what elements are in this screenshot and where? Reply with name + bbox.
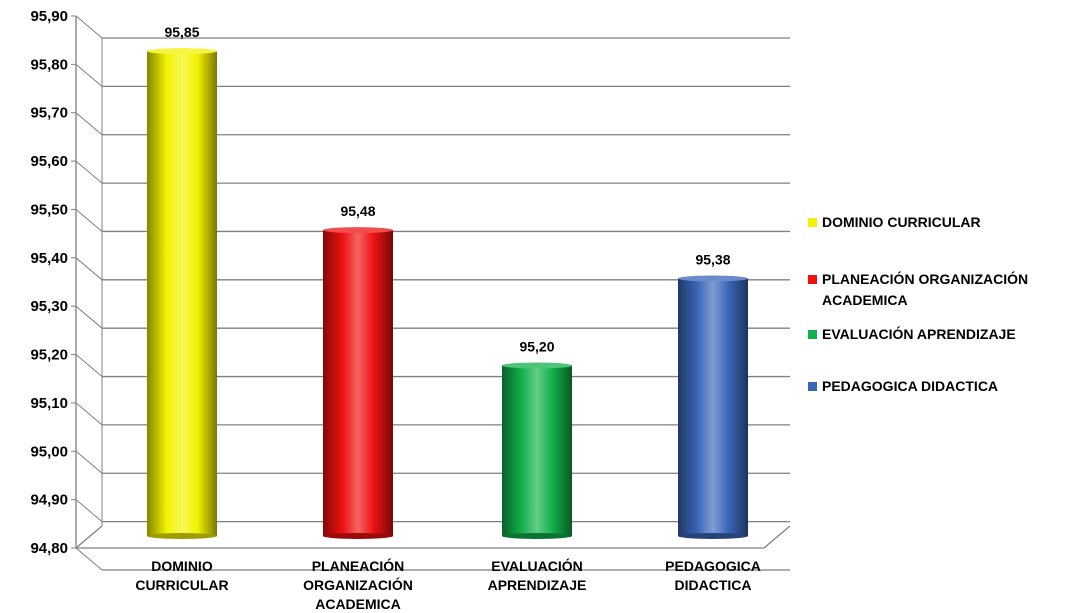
- y-tick-label: 95,50: [30, 201, 68, 218]
- legend-label: PLANEACIÓN ORGANIZACIÓN ACADEMICA: [822, 271, 1029, 308]
- gridline-diagonal: [75, 15, 103, 39]
- gridline-diagonal: [75, 209, 103, 232]
- bar-top: [502, 362, 572, 369]
- category-label: PEDAGOGICA: [665, 558, 761, 574]
- legend-item: PEDAGOGICA DIDACTICA: [808, 376, 1068, 397]
- legend-item: PLANEACIÓN ORGANIZACIÓN ACADEMICA: [808, 269, 1068, 311]
- value-label: 95,38: [695, 251, 730, 267]
- gridline-diagonal: [75, 112, 103, 136]
- y-tick-label: 94,90: [30, 492, 68, 509]
- bar: [502, 365, 572, 536]
- category-label: DOMINIO: [151, 558, 213, 574]
- y-tick-label: 95,80: [30, 56, 68, 73]
- bar: [323, 230, 393, 537]
- legend-swatch: [808, 218, 817, 227]
- category-labels: DOMINIO CURRICULAR PLANEACIÓN ORGANIZACIÓN A…: [135, 557, 761, 612]
- legend-label: PEDAGOGICA DIDACTICA: [822, 378, 999, 394]
- gridline-diagonal: [75, 63, 103, 87]
- legend-item: EVALUACIÓN APRENDIZAJE: [808, 324, 1068, 345]
- chart-walls: [75, 16, 791, 549]
- category-label: APRENDIZAJE: [488, 577, 587, 593]
- gridline-diagonal: [75, 354, 103, 377]
- y-tick-label: 95,10: [30, 395, 68, 412]
- legend-item: DOMINIO CURRICULAR: [808, 212, 1068, 233]
- y-tick-label: 95,90: [30, 8, 68, 25]
- category-label: EVALUACIÓN: [491, 557, 583, 574]
- value-label: 95,48: [340, 203, 375, 219]
- y-tick-label: 95,20: [30, 347, 68, 364]
- bar-base: [323, 533, 393, 539]
- bar-base: [678, 533, 748, 539]
- y-tick-label: 94,80: [30, 540, 68, 557]
- legend-swatch: [808, 275, 817, 284]
- legend-label: DOMINIO CURRICULAR: [822, 214, 981, 230]
- gridline-diagonal: [75, 402, 103, 426]
- category-label: CURRICULAR: [135, 577, 228, 593]
- value-label: 95,20: [519, 339, 554, 355]
- floor-edge-right: [763, 525, 791, 549]
- bar-base: [147, 533, 217, 539]
- bar-top: [323, 227, 393, 234]
- floor-edge-left: [75, 525, 103, 549]
- bar-top: [147, 48, 217, 55]
- category-label: DIDACTICA: [675, 577, 752, 593]
- gridline-diagonal: [75, 547, 103, 571]
- category-label: ACADEMICA: [315, 596, 401, 612]
- category-label: ORGANIZACIÓN: [303, 576, 413, 593]
- y-tick-label: 95,70: [30, 105, 68, 122]
- legend-swatch: [808, 330, 817, 339]
- gridline-diagonal: [75, 257, 103, 281]
- bar-top: [678, 275, 748, 282]
- bar: [678, 278, 748, 536]
- gridline-diagonal: [75, 499, 103, 523]
- gridline-diagonal: [75, 450, 103, 474]
- legend-swatch: [808, 382, 817, 391]
- legend-label: EVALUACIÓN APRENDIZAJE: [822, 326, 1016, 342]
- bar: [147, 51, 217, 536]
- bar-base: [502, 533, 572, 539]
- y-tick-label: 95,30: [30, 298, 68, 315]
- gridline-diagonal: [75, 305, 103, 329]
- y-tick-label: 95,40: [30, 250, 68, 267]
- y-tick-label: 95,60: [30, 153, 68, 170]
- category-label: PLANEACIÓN: [312, 557, 405, 574]
- y-axis-ticks: 94,80 94,90 95,00 95,10 95,20 95,30 95,40 95,50…: [30, 8, 76, 557]
- value-label: 95,85: [164, 24, 199, 40]
- value-labels: 95,85 95,48 95,20 95,38: [164, 24, 730, 354]
- y-tick-label: 95,00: [30, 443, 68, 460]
- gridline-diagonal: [75, 160, 103, 184]
- bars: [147, 48, 748, 539]
